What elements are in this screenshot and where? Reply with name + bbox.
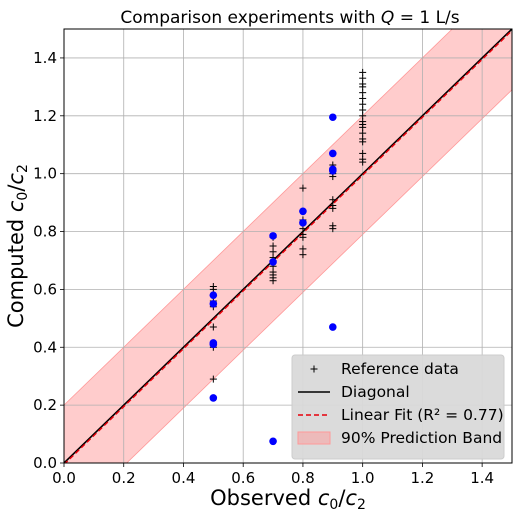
reference-point — [209, 375, 217, 383]
y-axis-label: Computed c0/c2 — [4, 164, 31, 328]
computed-point — [269, 258, 277, 266]
computed-point — [329, 166, 337, 175]
x-tick-label: 0.0 — [52, 469, 76, 487]
legend-item-fit: Linear Fit (R² = 0.77) — [298, 406, 504, 424]
x-tick-label: 0.2 — [112, 469, 136, 487]
computed-point — [269, 232, 277, 240]
computed-point — [329, 323, 337, 331]
computed-point — [269, 437, 277, 446]
y-tick-label: 0.6 — [33, 280, 57, 298]
legend-item-reference: Reference data — [310, 360, 459, 378]
diagonal-line — [64, 29, 512, 463]
legend: Reference data Diagonal Linear Fit (R² = 0… — [291, 354, 505, 460]
reference-point — [269, 277, 277, 285]
y-tick-label: 1.0 — [33, 165, 57, 183]
y-tick-label: 1.2 — [33, 107, 57, 125]
legend-label: 90% Prediction Band — [341, 429, 502, 447]
computed-point — [329, 113, 337, 122]
y-tick-label: 0.2 — [33, 396, 57, 414]
reference-point — [359, 138, 367, 146]
legend-label: Diagonal — [341, 383, 410, 401]
legend-label: Linear Fit (R² = 0.77) — [341, 406, 504, 424]
computed-point — [209, 340, 218, 349]
computed-point — [209, 300, 218, 308]
legend-label: Reference data — [341, 360, 459, 378]
x-tick-label: 1.2 — [410, 469, 434, 487]
x-tick-label: 0.6 — [231, 469, 255, 487]
computed-point — [299, 219, 307, 227]
plot-frame — [63, 28, 513, 464]
computed-point — [299, 207, 307, 216]
chart-title: Comparison experiments with Q = 1 L/s — [120, 8, 459, 28]
y-tick-label: 0.4 — [33, 338, 57, 356]
reference-point — [299, 184, 307, 192]
computed-point — [209, 394, 218, 402]
y-tick-label: 0.0 — [33, 454, 57, 472]
x-tick-label: 1.4 — [470, 469, 494, 487]
reference-point — [329, 225, 337, 233]
x-tick-label: 0.4 — [172, 469, 196, 487]
x-tick-label: 0.8 — [291, 469, 315, 487]
y-tick-label: 0.8 — [33, 223, 57, 241]
reference-point — [329, 204, 337, 212]
reference-point — [359, 158, 367, 166]
x-axis-label: Observed c0/c2 — [210, 486, 366, 513]
reference-point — [209, 323, 217, 331]
reference-point — [299, 233, 307, 241]
legend-item-band: 90% Prediction Band — [297, 429, 502, 447]
reference-point — [299, 251, 307, 259]
computed-point — [329, 149, 337, 158]
y-tick-label: 1.4 — [33, 49, 57, 67]
legend-item-diagonal: Diagonal — [298, 383, 410, 401]
legend-box — [291, 354, 505, 460]
computed-point — [209, 291, 218, 299]
x-tick-label: 1.0 — [351, 469, 375, 487]
